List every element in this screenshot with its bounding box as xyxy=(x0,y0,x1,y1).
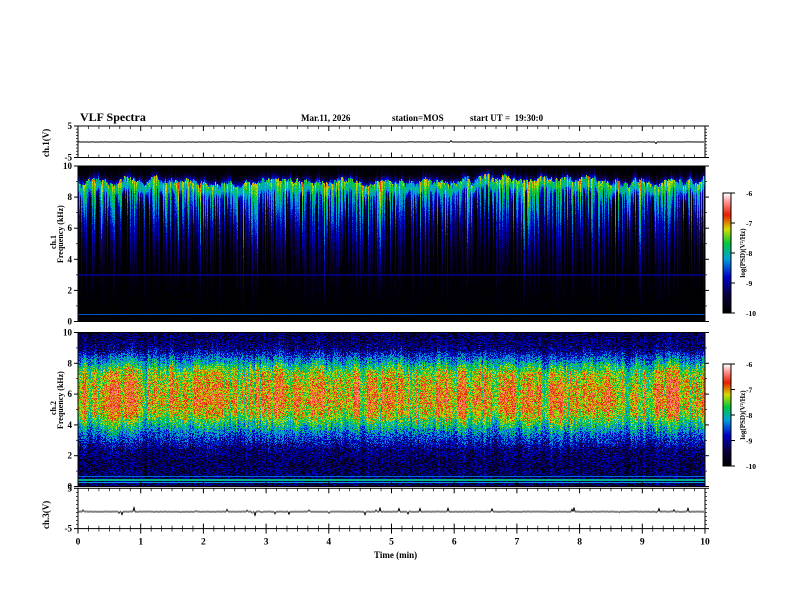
svg-text:6: 6 xyxy=(68,223,73,233)
svg-text:3: 3 xyxy=(264,538,269,548)
svg-text:8: 8 xyxy=(68,192,73,202)
svg-text:5: 5 xyxy=(389,538,394,548)
svg-text:8: 8 xyxy=(577,538,582,548)
svg-text:0: 0 xyxy=(76,538,81,548)
svg-text:0: 0 xyxy=(68,317,73,327)
svg-text:6: 6 xyxy=(68,389,73,399)
svg-text:-10: -10 xyxy=(746,462,756,471)
svg-text:log(PSD)(V²/Hz): log(PSD)(V²/Hz) xyxy=(739,390,747,440)
svg-text:5: 5 xyxy=(68,483,73,493)
svg-text:2: 2 xyxy=(68,451,73,461)
svg-text:9: 9 xyxy=(640,538,645,548)
svg-text:-9: -9 xyxy=(746,279,752,288)
svg-text:4: 4 xyxy=(68,254,73,264)
svg-text:4: 4 xyxy=(326,538,331,548)
svg-text:log(PSD)(V²/Hz): log(PSD)(V²/Hz) xyxy=(739,228,747,278)
svg-text:-10: -10 xyxy=(746,309,756,318)
svg-text:-6: -6 xyxy=(746,189,752,198)
svg-text:1: 1 xyxy=(138,538,143,548)
svg-text:5: 5 xyxy=(68,121,73,131)
svg-text:-6: -6 xyxy=(746,360,752,369)
svg-text:8: 8 xyxy=(68,358,73,368)
svg-text:2: 2 xyxy=(68,285,73,295)
svg-text:-5: -5 xyxy=(65,524,73,534)
svg-text:7: 7 xyxy=(515,538,520,548)
svg-text:10: 10 xyxy=(700,538,710,548)
svg-text:-7: -7 xyxy=(746,219,752,228)
svg-text:6: 6 xyxy=(452,538,457,548)
svg-text:10: 10 xyxy=(63,161,73,171)
svg-text:10: 10 xyxy=(63,328,73,338)
svg-text:2: 2 xyxy=(201,538,206,548)
svg-text:4: 4 xyxy=(68,420,73,430)
